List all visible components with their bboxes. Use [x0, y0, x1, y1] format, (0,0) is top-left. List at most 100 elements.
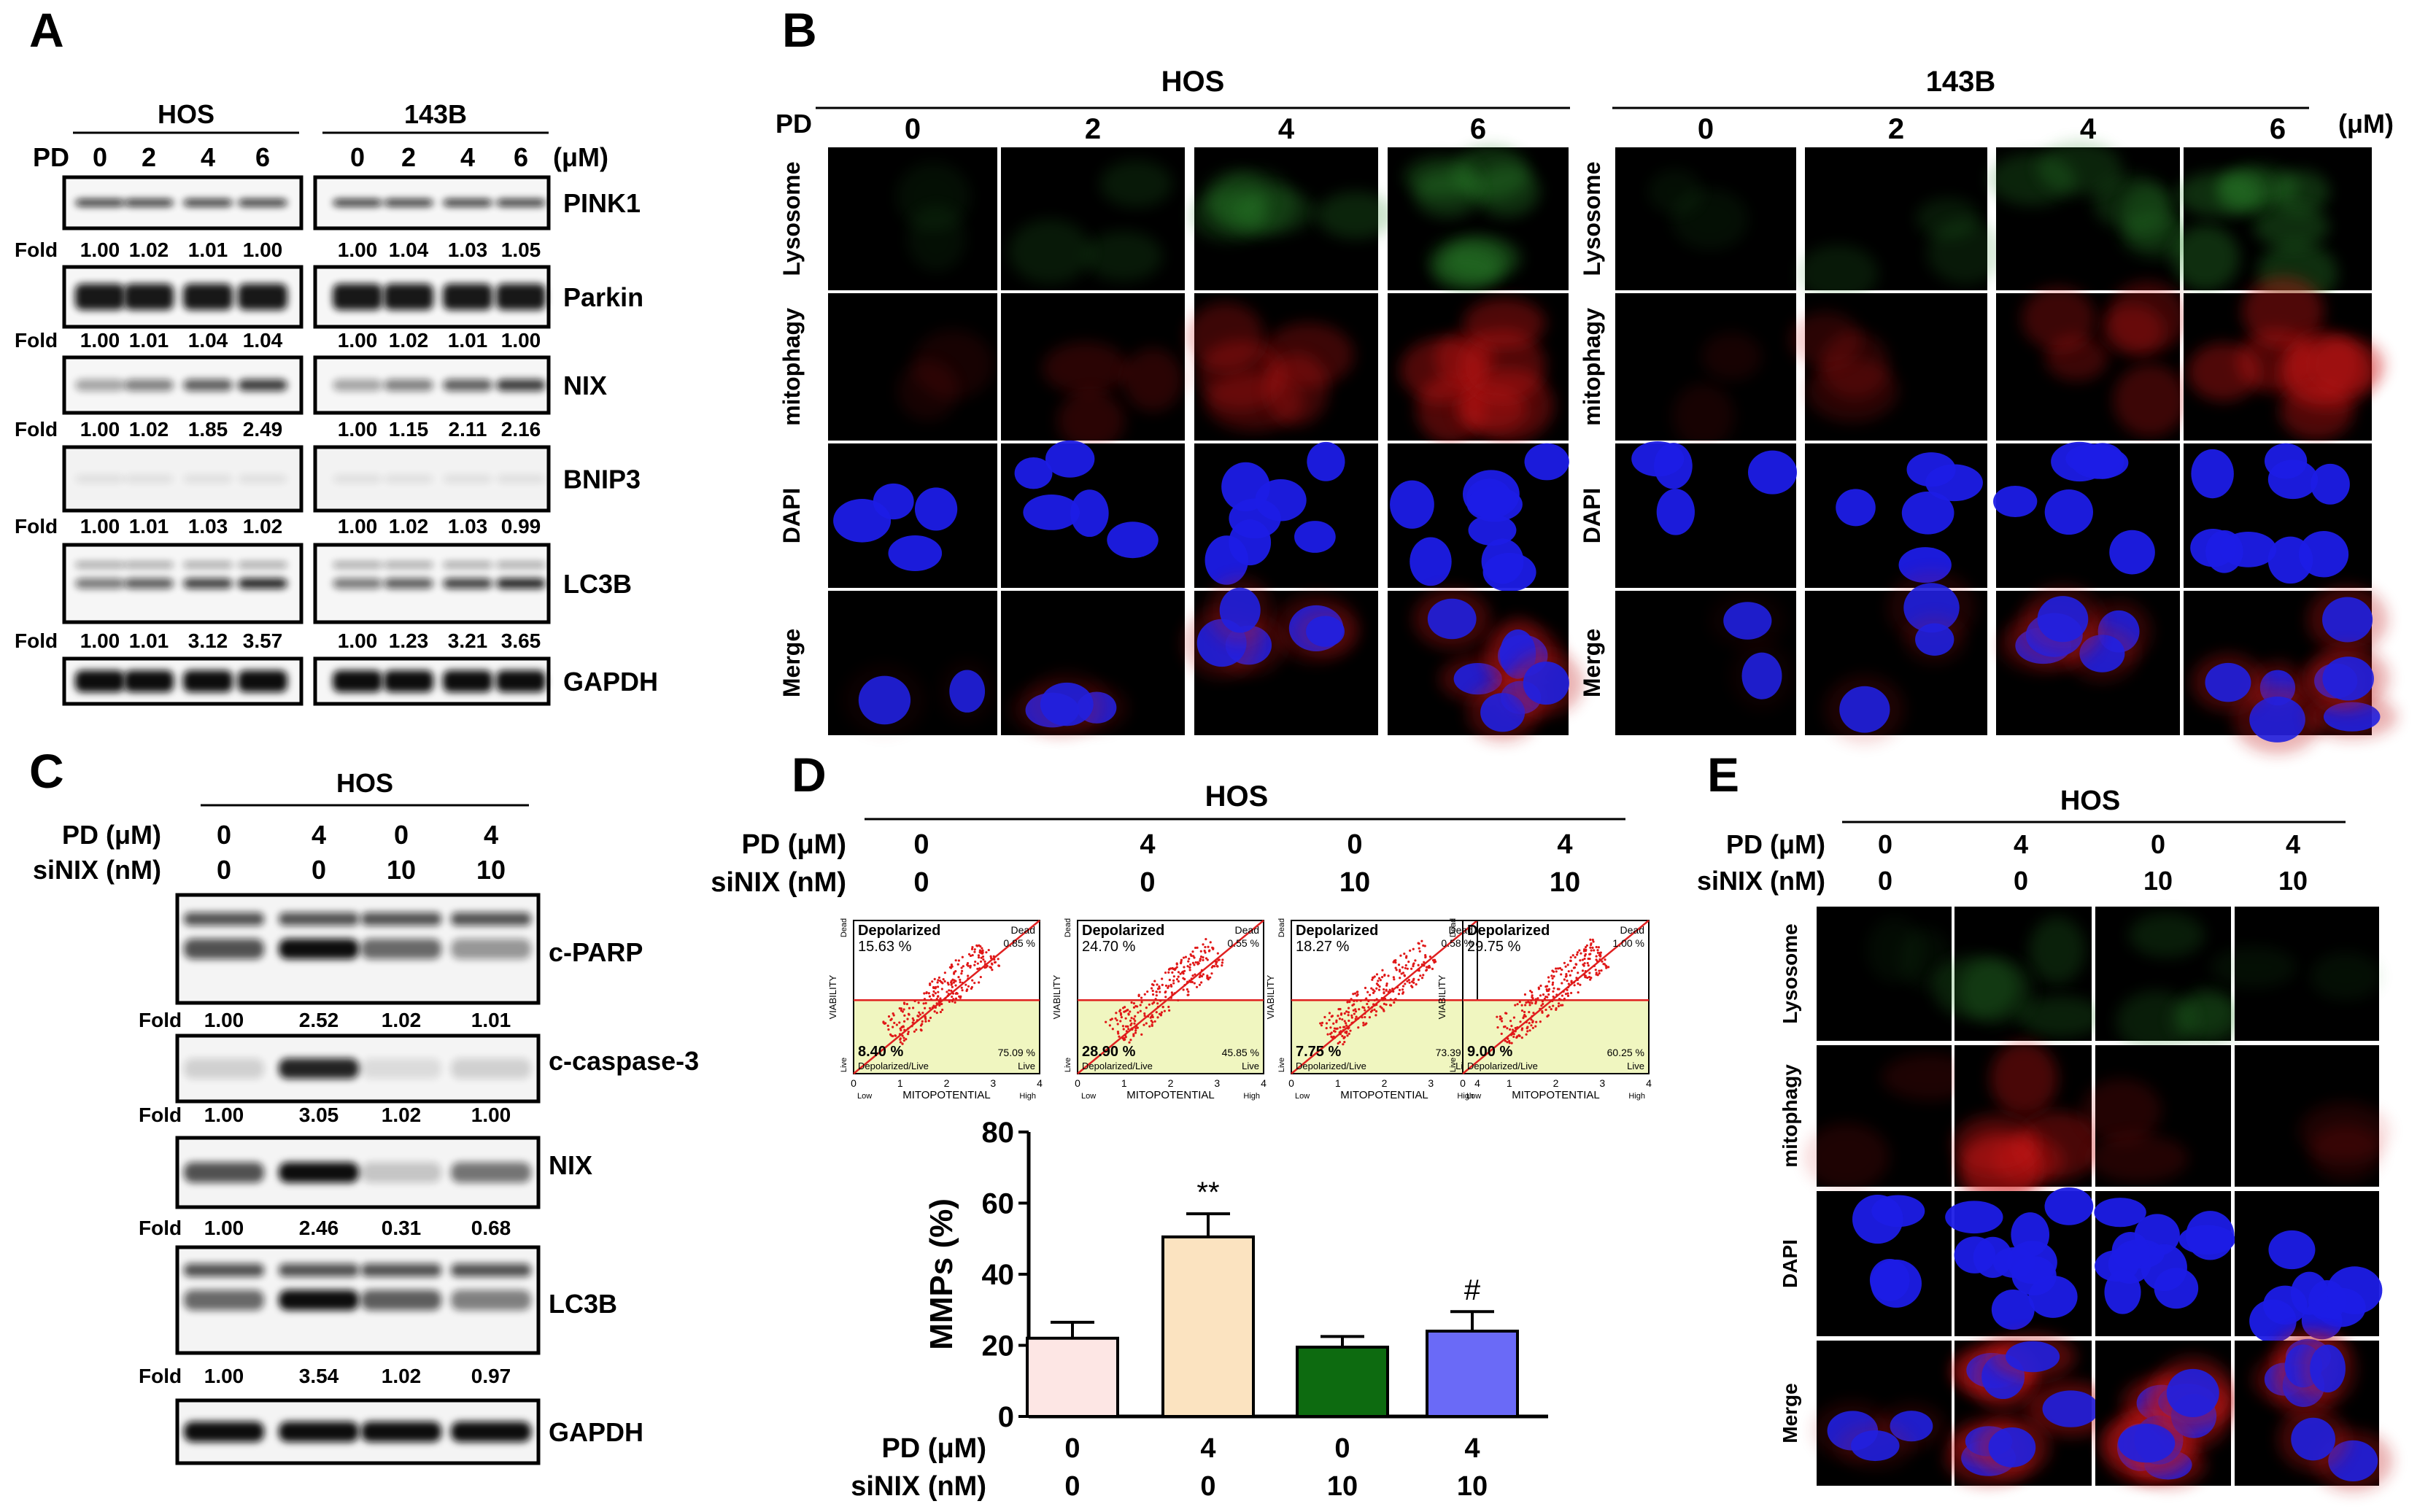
panel-d-flow-dot: [1343, 1041, 1346, 1044]
panel-a-band: [443, 379, 492, 391]
panel-a-letter: A: [29, 3, 64, 57]
panel-c-fold-label: Fold: [139, 1217, 182, 1239]
panel-d-flow-dot: [1363, 1007, 1366, 1009]
panel-d-flow-dot: [1528, 1010, 1531, 1014]
panel-b-image-nucleus: [1023, 495, 1080, 530]
panel-d-flow-dot: [1583, 962, 1586, 965]
panel-a-band: [183, 578, 233, 589]
panel-d-flow-dot: [1186, 988, 1188, 991]
panel-d-flow-dot: [1557, 1004, 1561, 1008]
panel-d-flow-dot: [1127, 1013, 1130, 1016]
panel-e-pd-value: 0: [2151, 829, 2165, 859]
panel-d-flow-dot: [1509, 1028, 1512, 1031]
panel-d-flow-dot: [924, 1015, 927, 1018]
panel-d-flow-dot: [1124, 1009, 1127, 1013]
panel-a-band: [124, 670, 174, 692]
panel-a-fold-value: 1.02: [389, 329, 429, 352]
panel-a-band: [183, 284, 233, 310]
panel-d-flow-dot: [1531, 994, 1534, 997]
panel-d-flow-dot: [1353, 1012, 1356, 1015]
panel-d-flow-depolarized-pct: 24.70 %: [1082, 939, 1136, 955]
panel-d-flow-dot: [1585, 944, 1588, 947]
panel-c-band: [451, 1058, 531, 1079]
panel-d-flow-dot: [1555, 1008, 1558, 1012]
panel-a-band: [124, 474, 174, 484]
panel-d-flow-dot: [1207, 945, 1210, 948]
panel-d-flow-depol-live-label: Depolarized/Live: [1296, 1061, 1366, 1071]
bar-chart-si-value: 10: [1327, 1471, 1358, 1502]
panel-a-fold-value: 3.12: [188, 629, 228, 652]
panel-d-flow-dot: [1134, 1029, 1137, 1032]
panel-d-flow-dot: [1385, 988, 1388, 991]
panel-d-flow-dot: [1583, 973, 1586, 976]
panel-d-flow-dot: [1417, 942, 1420, 945]
panel-d-flow-dot: [937, 1001, 940, 1004]
panel-d-flow-dot: [1372, 991, 1375, 994]
panel-a-group-label: HOS: [158, 99, 214, 129]
bar-chart-bar: [1426, 1330, 1519, 1418]
panel-e-image-signal: [1990, 1042, 2058, 1116]
panel-d-flow-dot: [941, 1008, 944, 1012]
panel-d-flow-dot: [1109, 1018, 1112, 1021]
panel-d-flow-dot: [1372, 1003, 1375, 1006]
panel-e-row-label: mitophagy: [1779, 1064, 1801, 1168]
panel-d-flow-dot: [1394, 961, 1397, 964]
panel-d-flow-dot: [1412, 979, 1415, 982]
panel-c-fold-value: 1.01: [471, 1009, 511, 1031]
panel-b-image-signal: [1474, 164, 1540, 217]
panel-c-letter: C: [29, 744, 64, 798]
panel-d-flow-dot: [1172, 975, 1175, 978]
panel-d-flow-dot: [1397, 964, 1401, 966]
panel-d-flow-dot: [1196, 946, 1199, 949]
panel-d-flow-dot: [1158, 985, 1161, 988]
panel-d-flow-dot: [1584, 969, 1587, 973]
panel-d-flow-dot: [973, 982, 976, 985]
panel-b-image-nucleus: [2109, 530, 2155, 575]
panel-d-flow-dot: [1544, 1008, 1547, 1012]
panel-d-flow-dot: [1380, 976, 1384, 979]
panel-d-flow-dot: [1383, 974, 1386, 977]
panel-d-flow-dot: [1172, 982, 1175, 985]
panel-d-flow-dot: [1506, 1027, 1509, 1030]
panel-e-image-nucleus: [1852, 1194, 1903, 1244]
panel-b-dose-label: 2: [1888, 113, 1904, 145]
panel-d-flow-dot: [1325, 1022, 1329, 1025]
panel-b-image-nucleus: [1466, 486, 1523, 522]
panel-d-flow-dot: [1323, 1015, 1326, 1019]
panel-d-flow-dot: [1406, 967, 1409, 970]
panel-a-band: [75, 284, 125, 310]
panel-d-flow-dot: [1151, 1023, 1153, 1026]
panel-d-flow-dot: [1132, 1033, 1135, 1036]
panel-e: E HOS PD (μM) siNIX (nM) 0 4 0 4 0 0 10 10 Lysosome m…: [1697, 748, 2393, 1492]
panel-c-fold-label: Fold: [139, 1365, 182, 1387]
panel-b-image-nucleus: [949, 670, 986, 713]
panel-d-flow-dot: [887, 1015, 891, 1018]
panel-d-flow-dot: [946, 990, 948, 993]
panel-d-flow-frame: [1077, 920, 1264, 1074]
panel-d-flow-dot: [973, 948, 976, 951]
panel-d-flow-x-low: Low: [1295, 1092, 1310, 1101]
panel-d-flow-dot: [905, 1038, 908, 1041]
panel-d-flow-dot: [1175, 977, 1179, 981]
panel-a-fold-value: 3.65: [501, 629, 541, 652]
panel-d-flow-dot: [1387, 990, 1390, 993]
panel-d-flow-dot: [1215, 963, 1218, 966]
panel-c-protein-label: NIX: [549, 1150, 592, 1180]
panel-d-flow-dot: [1377, 977, 1381, 980]
panel-d-flow-dot: [1561, 982, 1563, 985]
panel-b-image-nucleus: [2044, 489, 2093, 535]
panel-a-band: [443, 284, 492, 310]
panel-b-image-signal: [1790, 311, 1862, 368]
panel-d-flow-dot: [1596, 949, 1599, 952]
panel-d-flow-dot: [1188, 963, 1192, 966]
panel-d-flow-dot: [1381, 969, 1384, 972]
panel-d-flow-dot: [1134, 1027, 1137, 1030]
panel-d-flow-x-axis: MITOPOTENTIAL: [1512, 1089, 1600, 1101]
panel-d-flow-dot: [1354, 1017, 1357, 1020]
panel-d-flow-dot: [974, 960, 977, 964]
panel-a-fold-label: Fold: [15, 418, 58, 441]
panel-d-flow-dot: [1170, 991, 1173, 994]
panel-d-flow-dot: [1542, 1002, 1544, 1006]
panel-c-fold-value: 1.00: [204, 1104, 244, 1126]
panel-d-flow-dot: [910, 1025, 913, 1028]
